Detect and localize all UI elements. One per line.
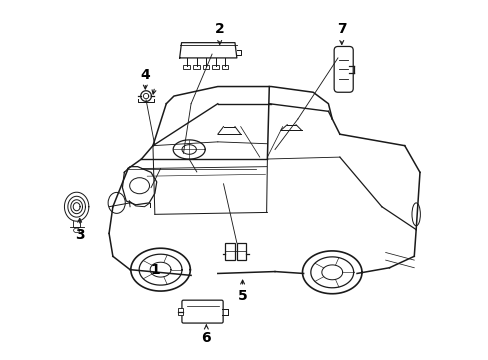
Polygon shape [179, 42, 236, 58]
Bar [202, 65, 209, 69]
Text: 3: 3 [75, 228, 84, 242]
Bar [193, 65, 200, 69]
Bar [225, 243, 234, 260]
Text: 1: 1 [150, 263, 160, 276]
Bar [236, 243, 246, 260]
Bar [177, 308, 183, 315]
Ellipse shape [108, 192, 125, 213]
Text: 4: 4 [140, 68, 150, 82]
Bar [221, 65, 228, 69]
Text: 7: 7 [336, 22, 346, 36]
Bar [183, 65, 190, 69]
Text: 2: 2 [214, 22, 224, 36]
Text: 5: 5 [237, 289, 247, 303]
FancyBboxPatch shape [333, 46, 352, 92]
Text: 6: 6 [201, 331, 211, 345]
FancyBboxPatch shape [182, 300, 223, 323]
Ellipse shape [129, 178, 149, 194]
Ellipse shape [411, 203, 420, 226]
Bar [212, 65, 219, 69]
